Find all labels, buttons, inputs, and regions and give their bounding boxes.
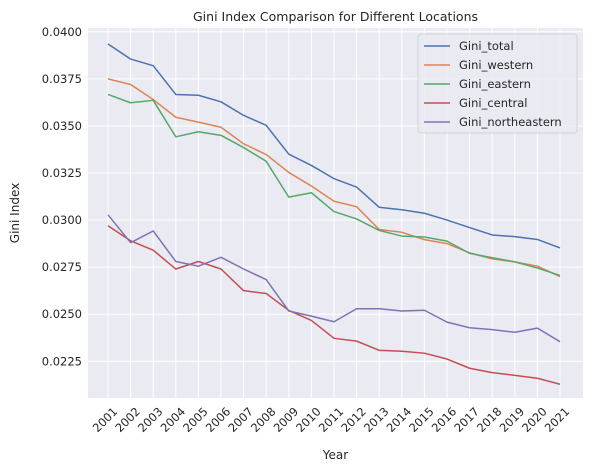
- y-tick-label: 0.0350: [42, 119, 82, 133]
- x-tick-label: 2013: [361, 404, 392, 435]
- series-lines: [107, 43, 561, 385]
- x-tick-labels: 2001200220032004200520062007200820092010…: [90, 404, 573, 435]
- x-tick-label: 2006: [203, 404, 234, 435]
- series-line-gini-eastern: [107, 93, 561, 277]
- series-line-gini-total: [107, 43, 561, 249]
- x-tick-label: 2017: [451, 404, 482, 435]
- legend-label: Gini_northeastern: [459, 115, 562, 129]
- y-tick-label: 0.0325: [42, 166, 82, 180]
- x-tick-label: 2002: [112, 404, 143, 435]
- x-tick-label: 2012: [338, 404, 369, 435]
- x-tick-label: 2011: [316, 404, 347, 435]
- chart-title: Gini Index Comparison for Different Loca…: [193, 9, 478, 24]
- y-axis-title: Gini Index: [8, 183, 22, 243]
- legend-label: Gini_central: [459, 96, 528, 110]
- x-tick-label: 2004: [158, 404, 189, 435]
- x-tick-label: 2018: [474, 404, 505, 435]
- y-tick-label: 0.0400: [42, 25, 82, 39]
- y-tick-label: 0.0300: [42, 213, 82, 227]
- legend-box: [417, 33, 578, 134]
- x-tick-label: 2007: [225, 404, 256, 435]
- y-tick-labels: 0.0225 0.0250 0.0275 0.0300 0.0325 0.0350 0.03…: [42, 25, 82, 369]
- y-tick-label: 0.0225: [42, 354, 82, 368]
- x-tick-label: 2005: [180, 404, 211, 435]
- x-tick-label: 2010: [293, 404, 324, 435]
- x-tick-label: 2003: [135, 404, 166, 435]
- x-tick-label: 2009: [271, 404, 302, 435]
- x-tick-label: 2019: [497, 404, 528, 435]
- x-tick-label: 2015: [406, 404, 437, 435]
- legend: Gini_total Gini_western Gini_eastern Gini_c…: [417, 33, 578, 134]
- y-tick-label: 0.0375: [42, 72, 82, 86]
- series-line-gini-central: [107, 225, 561, 385]
- x-axis-title: Year: [322, 448, 348, 462]
- x-tick-label: 2016: [429, 404, 460, 435]
- x-tick-label: 2001: [90, 404, 121, 435]
- legend-label: Gini_total: [459, 39, 514, 53]
- x-tick-label: 2008: [248, 404, 279, 435]
- y-tick-label: 0.0250: [42, 307, 82, 321]
- x-tick-label: 2021: [542, 404, 573, 435]
- legend-label: Gini_western: [459, 58, 533, 72]
- x-tick-label: 2014: [384, 404, 415, 435]
- x-tick-label: 2020: [519, 404, 550, 435]
- gridlines: [88, 28, 583, 398]
- y-tick-label: 0.0275: [42, 260, 82, 274]
- legend-label: Gini_eastern: [459, 77, 531, 91]
- series-line-gini-northeastern: [107, 214, 561, 343]
